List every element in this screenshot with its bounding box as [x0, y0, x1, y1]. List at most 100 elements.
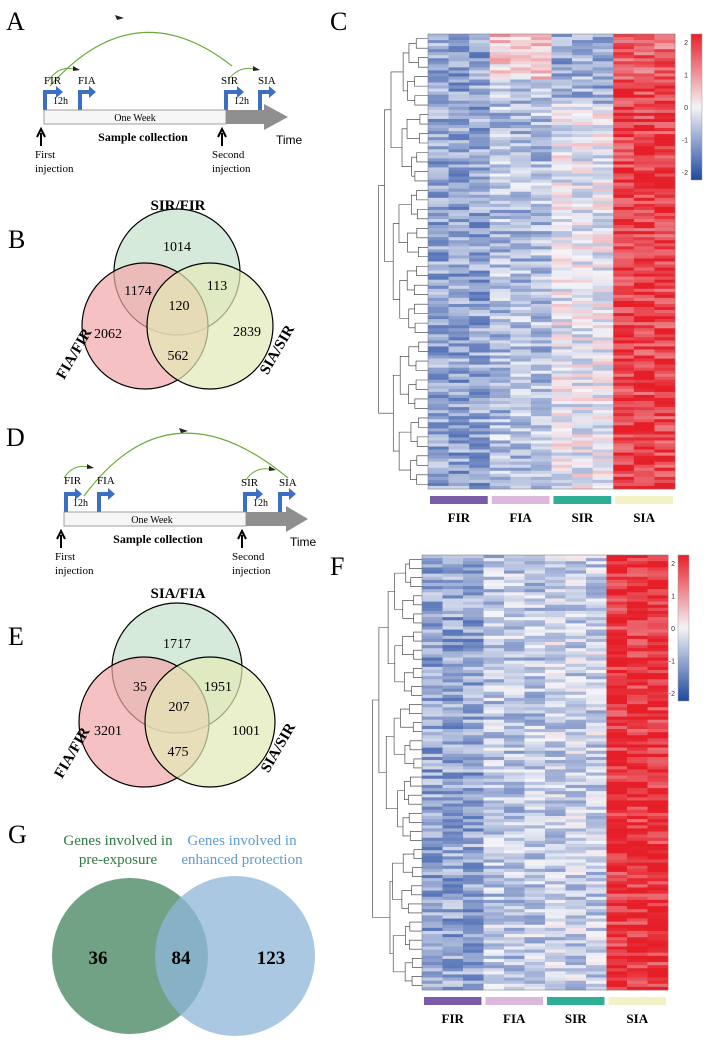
heatmap-cell: [545, 592, 566, 596]
heatmap-cell: [586, 775, 607, 780]
heatmap-cell: [627, 974, 648, 978]
heatmap-cell: [463, 741, 484, 745]
heatmap-cell: [489, 361, 511, 365]
heatmap-cell: [489, 240, 511, 244]
heatmap-cell: [586, 738, 607, 742]
heatmap-cell: [524, 753, 546, 758]
heatmap-cell: [489, 313, 511, 317]
heatmap-cell: [469, 279, 491, 284]
heatmap-cell: [613, 246, 635, 250]
heatmap-cell: [633, 237, 655, 241]
heatmap-cell: [483, 555, 505, 559]
heatmap-cell: [489, 303, 511, 308]
heatmap-cell: [633, 434, 655, 438]
heatmap-cell: [448, 143, 470, 147]
heatmap-cell: [442, 955, 464, 960]
heatmap-cell: [633, 297, 655, 302]
heatmap-cell: [545, 669, 566, 674]
heatmap-cell: [428, 431, 449, 435]
heatmap-cell: [428, 146, 449, 150]
heatmap-cell: [613, 134, 635, 138]
heatmap-cell: [551, 43, 573, 47]
heatmap-cell: [572, 85, 593, 89]
dendrogram-branch: [402, 853, 414, 873]
heatmap-cell: [606, 896, 628, 901]
heatmap-cell: [627, 673, 648, 677]
heatmap-cell: [551, 334, 573, 338]
heatmap-cell: [483, 927, 505, 932]
heatmap-cell: [463, 903, 484, 907]
heatmap-cell: [510, 297, 532, 302]
heatmap-cell: [530, 443, 552, 447]
heatmap-cell: [545, 561, 566, 565]
heatmap-cell: [489, 452, 511, 456]
heatmap-cell: [545, 673, 566, 677]
heatmap-cell: [551, 182, 573, 186]
heatmap-cell: [586, 654, 607, 658]
heatmap-cell: [565, 906, 587, 910]
heatmap-cell: [654, 431, 676, 435]
heatmap-cell: [627, 968, 648, 972]
heatmap-cell: [469, 112, 491, 117]
heatmap-cell: [613, 264, 635, 268]
heatmap-cell: [613, 200, 635, 205]
heatmap-cell: [551, 297, 573, 302]
heatmap-cell: [428, 349, 449, 353]
heatmap-cell: [572, 197, 593, 202]
heatmap-cell: [586, 704, 607, 708]
heatmap-cell: [565, 958, 587, 963]
heatmap-cell: [428, 191, 449, 196]
heatmap-cell: [654, 58, 676, 62]
heatmap-cell: [504, 614, 525, 618]
heatmap-cell: [545, 800, 566, 804]
dendrogram-branch: [419, 114, 428, 125]
heatmap-cell: [524, 906, 546, 910]
heatmap-cell: [530, 34, 552, 38]
heatmap-cell: [504, 986, 525, 991]
heatmap-cell: [606, 856, 628, 860]
heatmap-cell: [448, 76, 470, 80]
heatmap-cell: [586, 601, 607, 606]
heatmap-cell: [572, 273, 593, 277]
heatmap-cell: [613, 73, 635, 77]
heatmap-cell: [565, 632, 587, 637]
heatmap-cell: [510, 76, 532, 80]
heatmap-cell: [469, 291, 491, 296]
heatmap-cell: [504, 623, 525, 627]
heatmap-cell: [428, 355, 449, 359]
heatmap-cell: [551, 234, 573, 238]
heatmap-cell: [565, 971, 587, 975]
heatmap-cell: [565, 657, 587, 661]
heatmap-cell: [428, 243, 449, 247]
heatmap-cell: [489, 212, 511, 217]
heatmap-cell: [572, 376, 593, 381]
heatmap-cell: [510, 103, 532, 108]
heatmap-cell: [551, 46, 573, 50]
heatmap-cell: [627, 676, 648, 680]
heatmap-cell: [469, 115, 491, 120]
heatmap-cell: [442, 909, 464, 913]
heatmap-cell: [483, 607, 505, 612]
heatmap-cell: [654, 470, 676, 475]
heatmap-cell: [530, 404, 552, 408]
heatmap-cell: [647, 713, 669, 717]
venn-e-left-right: 475: [168, 745, 189, 760]
heatmap-cell: [448, 43, 470, 47]
heatmap-cell: [463, 837, 484, 842]
heatmap-cell: [606, 632, 628, 637]
heatmap-cell: [627, 899, 648, 904]
dendrogram-branch: [402, 636, 414, 655]
heatmap-cell: [442, 701, 464, 705]
heatmap-cell: [463, 912, 484, 916]
heatmap-cell: [510, 449, 532, 453]
heatmap-cell: [586, 868, 607, 873]
heatmap-cell: [428, 194, 449, 199]
heatmap-cell: [647, 673, 669, 677]
heatmap-cell: [524, 592, 546, 596]
heatmap-cell: [633, 128, 655, 132]
heatmap-cell: [606, 676, 628, 680]
heatmap-cell: [504, 983, 525, 988]
heatmap-cell: [422, 589, 443, 593]
heatmap-cell: [483, 850, 505, 854]
heatmap-cell: [586, 837, 607, 842]
